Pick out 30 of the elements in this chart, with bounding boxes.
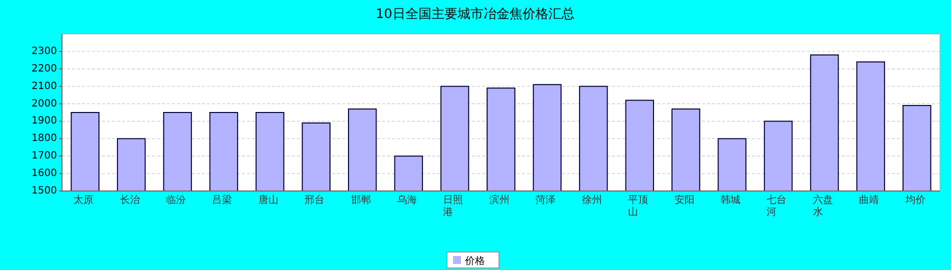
x-tick-label: 太原 (74, 194, 94, 206)
y-tick-label: 2200 (32, 63, 57, 74)
x-tick-label: 唐山 (258, 194, 278, 206)
y-tick-label: 1500 (32, 186, 57, 196)
x-tick-label: 日照港 (443, 195, 464, 218)
x-tick-label: 邯郸 (350, 194, 371, 206)
x-tick-label: 韩城 (720, 194, 740, 206)
y-tick-label: 1700 (32, 150, 57, 162)
x-tick-label: 吕梁 (212, 194, 232, 206)
x-tick-label: 徐州 (582, 194, 602, 206)
y-tick-label: 1900 (32, 116, 57, 127)
x-tick-label: 长治 (120, 194, 140, 206)
x-tick-label: 菏泽 (536, 194, 556, 206)
x-tick-label: 滨州 (489, 194, 510, 206)
x-tick-label: 平顶山 (628, 195, 648, 218)
x-tick-label: 曲靖 (859, 194, 880, 206)
x-tick-label: 安阳 (674, 194, 694, 206)
x-tick-label: 乌海 (397, 194, 418, 206)
y-tick-label: 2300 (32, 46, 57, 57)
y-tick-label: 1800 (32, 133, 57, 144)
legend-label: 价格 (464, 255, 485, 267)
x-tick-label: 临汾 (166, 194, 186, 206)
y-tick-label: 1600 (32, 168, 57, 180)
y-tick-label: 2100 (32, 80, 57, 92)
x-tick-label: 六盘水 (812, 194, 833, 218)
x-tick-label: 七台河 (766, 194, 787, 218)
y-tick-label: 2000 (32, 98, 57, 110)
chart-title: 10日全国主要城市冶金焦价格汇总 (376, 6, 574, 22)
x-tick-label: 均价 (904, 194, 926, 206)
x-tick-label: 邢台 (304, 194, 325, 206)
